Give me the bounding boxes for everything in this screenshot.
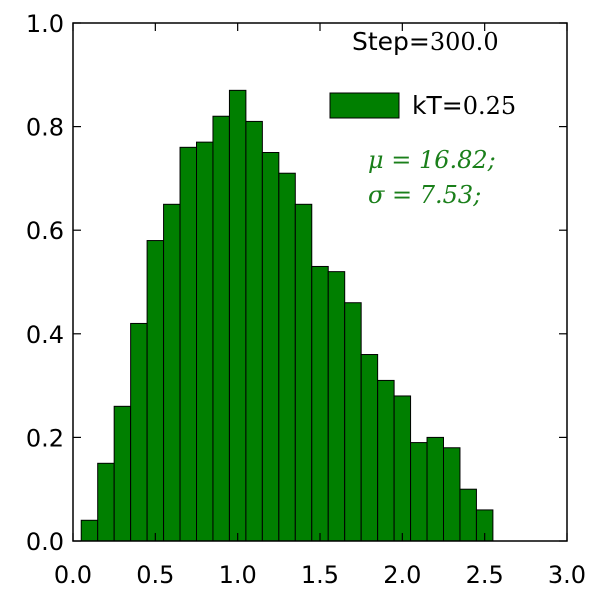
x-tick-label: 3.0 xyxy=(548,561,586,589)
ticks-group xyxy=(72,22,568,542)
histogram-bar xyxy=(344,302,362,542)
y-tick-label: 0.2 xyxy=(26,424,64,452)
x-tick-label: 0.5 xyxy=(136,561,174,589)
y-tick-labels: 0.0 0.2 0.4 0.6 0.8 1.0 xyxy=(26,10,64,556)
histogram-bar xyxy=(97,462,115,542)
step-prefix: Step= xyxy=(352,27,430,56)
legend-swatch xyxy=(329,92,400,119)
histogram-bar xyxy=(360,354,379,542)
histogram-bar xyxy=(311,265,329,542)
y-tick-label: 0.4 xyxy=(26,321,64,349)
mu-annotation: μ = 16.82; xyxy=(368,146,496,174)
y-tick-label: 0.8 xyxy=(26,114,64,142)
y-tick-label: 1.0 xyxy=(26,10,64,38)
legend: kT=0.25 xyxy=(329,91,516,120)
legend-label: kT=0.25 xyxy=(412,91,516,120)
legend-label-prefix: kT= xyxy=(412,91,463,120)
x-tick-label: 1.5 xyxy=(301,561,339,589)
x-tick-label: 0.0 xyxy=(54,561,92,589)
x-tick-label: 2.0 xyxy=(383,561,421,589)
histogram-bar xyxy=(426,436,444,542)
histogram-bar xyxy=(80,519,99,542)
histogram-bar xyxy=(294,203,313,542)
x-tick-label: 2.5 xyxy=(466,561,504,589)
x-tick-label: 1.0 xyxy=(219,561,257,589)
sigma-annotation: σ = 7.53; xyxy=(368,181,481,209)
x-tick-labels: 0.0 0.5 1.0 1.5 2.0 2.5 3.0 xyxy=(54,561,586,589)
histogram-bar xyxy=(212,115,230,542)
y-tick-label: 0.0 xyxy=(26,528,64,556)
histogram-bar xyxy=(146,240,165,542)
step-value: 300.0 xyxy=(430,28,499,56)
histogram-bar xyxy=(113,405,132,542)
histogram-bar xyxy=(459,488,477,542)
histogram-bar xyxy=(393,395,412,542)
step-annotation: Step=300.0 xyxy=(352,27,499,56)
legend-label-value: 0.25 xyxy=(463,92,516,120)
histogram-bar xyxy=(130,322,148,542)
histogram-bar xyxy=(196,141,214,542)
histogram-bar xyxy=(377,379,395,542)
bars-group xyxy=(80,89,494,542)
histogram-bar xyxy=(245,120,263,542)
histogram-bar xyxy=(261,152,280,542)
histogram-bar xyxy=(410,442,428,542)
histogram-bar xyxy=(327,271,346,542)
histogram-bar xyxy=(228,89,247,542)
histogram-bar xyxy=(163,203,181,542)
histogram-bar xyxy=(278,172,296,542)
y-tick-label: 0.6 xyxy=(26,217,64,245)
histogram-bar xyxy=(179,146,198,542)
histogram-bar xyxy=(443,447,461,542)
